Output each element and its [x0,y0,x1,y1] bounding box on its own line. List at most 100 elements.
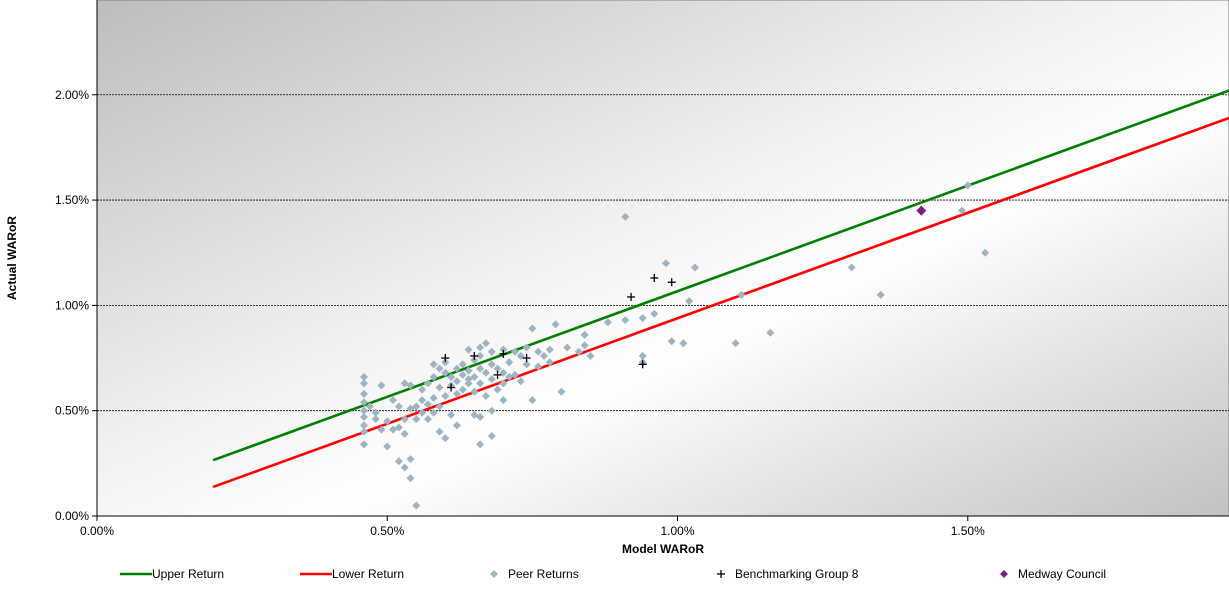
peer-returns-point [510,347,519,356]
benchmarking-group-8-point [627,292,636,301]
y-tick-label: 1.00% [55,298,89,312]
peer-returns-point [418,396,427,405]
peer-returns-point [360,372,369,381]
peer-returns-point [487,360,496,369]
y-tick-label: 1.50% [55,193,89,207]
peer-returns-point [522,360,531,369]
peer-returns-point [371,415,380,424]
peer-returns-point [685,297,694,306]
peer-returns-point [441,391,450,400]
peer-returns-point [394,402,403,411]
peer-returns-point [360,406,369,415]
peer-returns-point [464,345,473,354]
peer-returns-point [481,368,490,377]
peer-returns-point [360,421,369,430]
series-layer [212,89,1229,510]
peer-returns-point [464,366,473,375]
peer-returns-point [505,372,514,381]
legend-label: Lower Return [332,567,404,581]
peer-returns-point [528,324,537,333]
peer-returns-point [418,385,427,394]
peer-returns-point [406,455,415,464]
peer-returns-point [423,415,432,424]
peer-returns-point [580,341,589,350]
peer-returns-point [406,381,415,390]
peer-returns-point [534,347,543,356]
peer-returns-point [429,372,438,381]
peer-returns-point [621,212,630,221]
benchmarking-group-8-point [499,349,508,358]
peer-returns-point [452,421,461,430]
peer-returns-point [493,385,502,394]
peer-returns-point [876,290,885,299]
peer-returns-point [603,318,612,327]
peer-returns-point [360,440,369,449]
peer-returns-point [423,400,432,409]
benchmarking-group-8-point [447,383,456,392]
peer-returns-point [423,379,432,388]
peer-returns-point [963,181,972,190]
peer-returns-point [690,263,699,272]
peer-returns-point [487,347,496,356]
x-tick-label: 1.50% [951,524,985,538]
peer-returns-point [377,381,386,390]
gridlines [97,94,1229,412]
benchmarking-group-8-point [441,354,450,363]
peer-returns-point [400,415,409,424]
peer-returns-point [667,337,676,346]
peer-returns-point [766,328,775,337]
peer-returns-point [458,385,467,394]
peer-returns-point [551,320,560,329]
peer-returns-point [394,423,403,432]
legend-swatch [717,570,725,578]
peer-returns-point [435,427,444,436]
peer-returns-point [981,248,990,257]
y-tick-label: 0.00% [55,509,89,523]
peer-returns-point [563,343,572,352]
peer-returns-point [360,379,369,388]
peer-returns-point [545,358,554,367]
benchmarking-group-8-point [493,370,502,379]
peer-returns-point [557,387,566,396]
peer-returns-point [476,413,485,422]
peer-returns-point [406,474,415,483]
peer-returns-point [638,351,647,360]
peer-returns-point [441,368,450,377]
peer-returns-point [586,351,595,360]
peer-returns-point [957,206,966,215]
peer-returns-point [394,457,403,466]
peer-returns-point [476,364,485,373]
peer-returns-point [412,415,421,424]
peer-returns-point [510,370,519,379]
peer-returns-point [731,339,740,348]
legend-label: Benchmarking Group 8 [735,567,859,581]
lower-return-line [212,116,1229,489]
legend-label: Medway Council [1018,567,1106,581]
x-axis-title: Model WARoR [622,542,704,556]
peer-returns-point [429,394,438,403]
upper-return-line [212,89,1229,462]
peer-returns-point [435,383,444,392]
peer-returns-point [389,396,398,405]
benchmarking-group-8-point [522,354,531,363]
peer-returns-point [377,425,386,434]
y-tick-label: 2.00% [55,88,89,102]
plot-area [96,0,1229,517]
peer-returns-point [371,408,380,417]
benchmarking-group-8-point [470,351,479,360]
peer-returns-point [458,360,467,369]
x-tick-label: 0.50% [370,524,404,538]
peer-returns-point [435,402,444,411]
peer-returns-point [476,440,485,449]
peer-returns-point [650,309,659,318]
x-axis: 0.00% 0.50% 1.00% 1.50% [80,515,1229,538]
peer-returns-point [470,356,479,365]
x-tick-label: 1.00% [660,524,694,538]
legend-item-medway-council: Medway Council [1000,567,1106,581]
y-tick-label: 0.50% [55,404,89,418]
legend-swatch [1000,570,1008,578]
peer-returns-point [441,434,450,443]
peer-returns-point [470,387,479,396]
legend-label: Upper Return [152,567,224,581]
